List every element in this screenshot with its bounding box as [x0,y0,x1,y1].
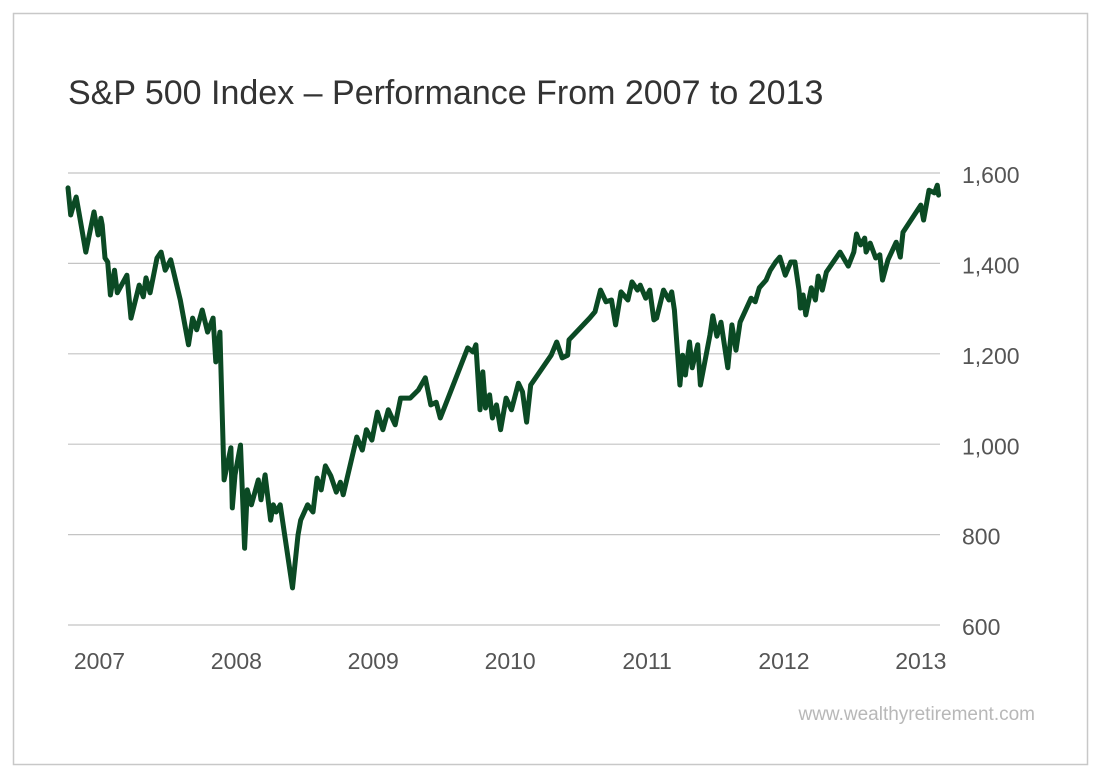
source: www.wealthyretirement.com [797,704,1035,725]
x-tick-label: 2013 [895,648,946,674]
x-tick-label: 2008 [211,648,262,674]
y-tick-label: 1,200 [962,343,1020,369]
chart-title: S&P 500 Index – Performance From 2007 to… [68,74,823,112]
y-tick-label: 1,000 [962,433,1020,459]
frame [12,12,1089,766]
x-tick-label: 2011 [622,648,671,674]
x-tick-label: 2010 [485,648,536,674]
x-tick-label: 2009 [348,648,399,674]
y-tick-label: 800 [962,524,1000,550]
x-tick-label: 2007 [74,648,125,674]
y-tick-label: 600 [962,614,1000,640]
y-tick-label: 1,400 [962,252,1020,278]
price-line [65,182,942,591]
y-tick-label: 1,600 [962,162,1020,188]
x-tick-label: 2012 [758,648,809,674]
